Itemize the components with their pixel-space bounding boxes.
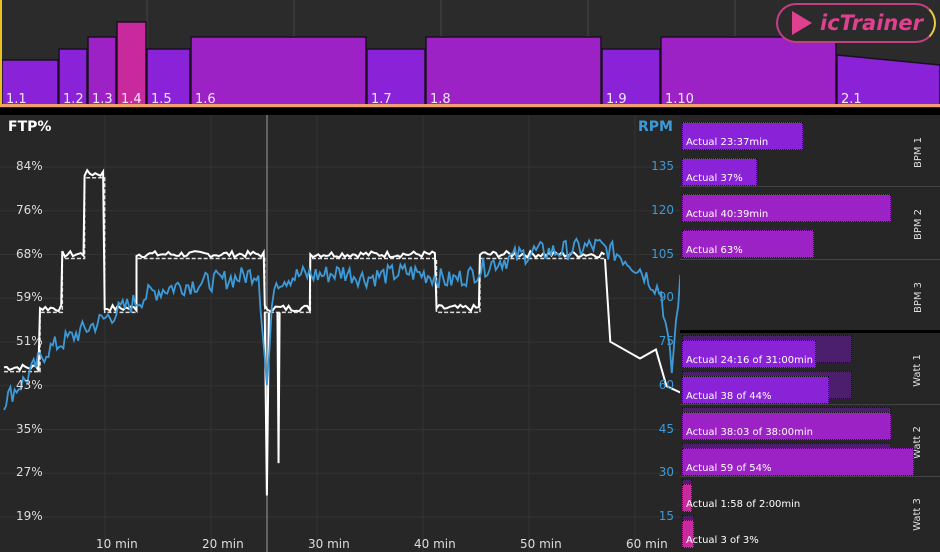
zone-summary-panel: BPM 1 Actual 23:37min Actual 37% BPM 2 Actua… — [680, 115, 940, 552]
zone-actual-bar: Actual 59 of 54% — [682, 448, 915, 476]
zone-group-label: Watt 1 — [912, 354, 924, 387]
rpm-tick-label: 120 — [651, 202, 674, 217]
zone-bar-label: Actual 63% — [686, 245, 743, 256]
zone-separator — [680, 476, 940, 477]
divider — [0, 108, 940, 115]
ftp-tick-label: 35% — [16, 421, 43, 436]
rpm-tick-label: 60 — [658, 377, 674, 392]
zone-actual-bar: Actual 38:03 of 38:00min — [682, 412, 891, 440]
time-tick-label: 20 min — [202, 537, 244, 551]
chart-plot — [0, 115, 680, 552]
ftp-tick-label: 76% — [16, 202, 43, 217]
workout-step-label: 2.1 — [841, 92, 862, 107]
zone-bar-label: Actual 1:58 of 2:00min — [686, 499, 801, 510]
zone-actual-bar: Actual 38 of 44% — [682, 376, 830, 404]
workout-steps-graph[interactable]: 1.1 1.2 1.3 1.4 1.5 1.6 1.7 1.8 1.9 1.10 2.1 — [0, 0, 940, 108]
workout-step-label: 1.3 — [92, 92, 113, 107]
target-power-line — [4, 177, 606, 373]
zone-group-label: BPM 1 — [912, 136, 924, 169]
zone-bar-label: Actual 37% — [686, 173, 743, 184]
workout-step-1.6[interactable] — [190, 36, 367, 106]
time-tick-label: 60 min — [626, 537, 668, 551]
time-tick-label: 50 min — [520, 537, 562, 551]
workout-step-label: 1.10 — [665, 92, 694, 107]
workout-step-1.8[interactable] — [425, 36, 602, 106]
zone-separator — [680, 404, 940, 405]
ftp-tick-label: 51% — [16, 334, 43, 348]
time-tick-label: 30 min — [308, 537, 350, 551]
zone-actual-bar: Actual 24:16 of 31:00min — [682, 340, 817, 368]
time-tick-label: 40 min — [414, 537, 456, 551]
rpm-tick-label: 105 — [651, 246, 674, 261]
zone-bar-label: Actual 23:37min — [686, 137, 769, 148]
ftp-axis-title: FTP% — [8, 119, 52, 135]
logo-text: icTrainer — [820, 11, 923, 35]
zone-bar-label: Actual 38:03 of 38:00min — [686, 427, 813, 438]
workout-step-label: 1.4 — [121, 92, 142, 107]
ictrainer-logo: icTrainer — [776, 3, 936, 43]
play-icon — [792, 11, 812, 35]
actual-power-line — [3, 168, 680, 496]
zone-actual-bar: Actual 3 of 3% — [682, 520, 759, 548]
zone-group-label: BPM 2 — [912, 208, 924, 241]
rpm-tick-label: 135 — [651, 159, 674, 173]
rpm-tick-label: 45 — [658, 421, 674, 436]
zone-bar-label: Actual 24:16 of 31:00min — [686, 355, 813, 366]
workout-step-label: 1.7 — [371, 92, 392, 107]
rpm-tick-label: 30 — [658, 465, 674, 480]
ftp-tick-label: 59% — [16, 290, 43, 305]
rpm-tick-label: 90 — [658, 290, 674, 305]
ftp-tick-label: 84% — [16, 159, 43, 173]
workout-step-2.1[interactable] — [836, 54, 940, 106]
zone-bar-label: Actual 3 of 3% — [686, 535, 759, 546]
zone-bar-label: Actual 59 of 54% — [686, 463, 772, 474]
zone-separator — [680, 330, 940, 333]
rpm-tick-label: 75 — [658, 334, 674, 348]
workout-step-label: 1.8 — [430, 92, 451, 107]
zone-group-label: Watt 3 — [912, 498, 924, 531]
rpm-tick-label: 15 — [658, 509, 674, 523]
training-chart[interactable]: FTP% RPM 84% 76% 68% 59% 51% 43% 35% 27% 19% 135 1… — [0, 115, 680, 552]
workout-step-label: 1.5 — [151, 92, 172, 107]
ftp-tick-label: 19% — [16, 509, 43, 523]
zone-separator — [680, 186, 940, 187]
zone-bar-label: Actual 40:39min — [686, 209, 769, 220]
zone-separator — [680, 259, 940, 260]
ftp-tick-label: 27% — [16, 465, 43, 480]
zone-actual-bar: Actual 37% — [682, 158, 757, 186]
zone-actual-bar: Actual 23:37min — [682, 122, 804, 150]
workout-step-label: 1.9 — [606, 92, 627, 107]
workout-step-label: 1.6 — [195, 92, 216, 107]
zone-actual-bar: Actual 1:58 of 2:00min — [682, 484, 800, 512]
rpm-line — [3, 236, 680, 411]
workout-timeline[interactable]: 1.1 1.2 1.3 1.4 1.5 1.6 1.7 1.8 1.9 1.10 2.1 icTra… — [0, 0, 940, 108]
ftp-tick-label: 68% — [16, 246, 43, 261]
ftp-tick-label: 43% — [16, 377, 43, 392]
zone-bar-label: Actual 38 of 44% — [686, 391, 772, 402]
zone-actual-bar: Actual 40:39min — [682, 194, 891, 222]
zone-actual-bar: Actual 63% — [682, 230, 814, 258]
rpm-axis-title: RPM — [638, 119, 673, 135]
time-tick-label: 10 min — [96, 537, 138, 551]
workout-step-label: 1.1 — [6, 92, 27, 107]
workout-step-label: 1.2 — [63, 92, 84, 107]
zone-group-label: BPM 3 — [912, 281, 924, 314]
